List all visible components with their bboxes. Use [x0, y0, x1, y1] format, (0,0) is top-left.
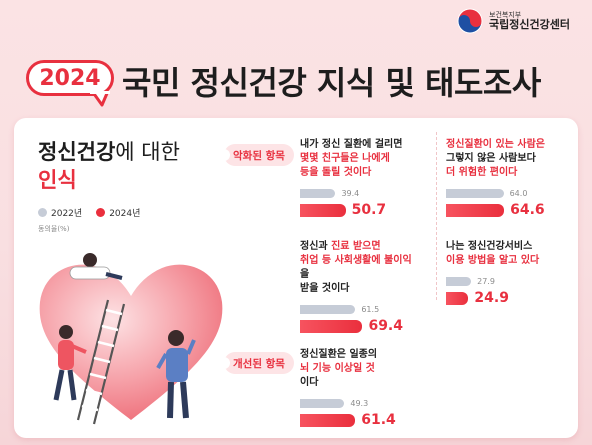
- bar-row-2022: 64.0: [446, 186, 545, 200]
- question-text: 받을 것이다: [300, 283, 350, 294]
- question-line: 내가 정신 질환에 걸리면: [300, 138, 402, 152]
- bar-2022: [300, 188, 336, 198]
- item-bars: 39.4 50.7: [300, 186, 402, 218]
- bar-row-2024: 50.7: [300, 202, 402, 218]
- category-better-tag: 개선된 항목: [218, 352, 294, 374]
- bar-2024: [300, 413, 356, 427]
- bar-row-2024: 24.9: [446, 290, 539, 306]
- question-text: 정신질환은 일종의: [300, 349, 378, 360]
- bar-row-2024: 61.4: [300, 412, 396, 428]
- chart-legend: 2022년 2024년: [38, 206, 140, 219]
- bar-row-2022: 49.3: [300, 396, 396, 410]
- item-bars: 64.0 64.6: [446, 186, 545, 218]
- bar-row-2022: 39.4: [300, 186, 402, 200]
- legend-item-2024: 2024년: [96, 206, 140, 219]
- value-label-2024: 50.7: [351, 202, 387, 218]
- value-label-2024: 69.4: [368, 318, 403, 334]
- bar-2022: [446, 188, 504, 198]
- unit-label: 동의율(%): [38, 225, 70, 233]
- item-bars: 61.5 69.4: [300, 302, 412, 334]
- question-line: 정신과 진료 받으면: [300, 240, 412, 254]
- heart-people-illustration: [39, 253, 223, 425]
- question-highlight: 취업 등 사회생활에 불이익: [300, 255, 412, 266]
- question-highlight: 진료 받으면: [331, 241, 381, 252]
- question-line: 이다: [300, 376, 396, 390]
- org-name: 국립정신건강센터: [489, 17, 570, 31]
- question-text: 그렇지 않은 사람보다: [446, 153, 536, 164]
- question-line: 취업 등 사회생활에 불이익: [300, 254, 412, 268]
- item-question: 정신과 진료 받으면 취업 등 사회생활에 불이익 을 받을 것이다: [300, 240, 412, 296]
- question-text: 이다: [300, 377, 319, 388]
- speech-tail-icon: [90, 91, 110, 107]
- value-label-2022: 61.5: [361, 304, 380, 314]
- bar-2022: [300, 398, 345, 408]
- question-line: 을: [300, 268, 412, 282]
- bar-row-2024: 64.6: [446, 202, 545, 218]
- legend-item-2022: 2022년: [38, 206, 82, 219]
- question-line: 뇌 기능 이상일 것: [300, 362, 396, 376]
- bar-2024: [446, 291, 469, 305]
- legend-label-2022: 2022년: [51, 209, 83, 219]
- bar-2022: [446, 276, 472, 286]
- bar-row-2022: 61.5: [300, 302, 412, 316]
- item-bars: 27.9 24.9: [446, 274, 539, 306]
- year-badge: 2024: [26, 60, 114, 96]
- bar-2024: [300, 203, 346, 217]
- question-line: 등을 돌릴 것이다: [300, 166, 402, 180]
- question-highlight: 이용 방법을 알고 있다: [446, 255, 540, 266]
- question-line: 더 위험한 편이다: [446, 166, 545, 180]
- value-label-2022: 64.0: [509, 188, 528, 198]
- value-label-2024: 61.4: [361, 412, 396, 428]
- question-text: 나는 정신건강서비스: [446, 241, 533, 252]
- item-bars: 49.3 61.4: [300, 396, 396, 428]
- bar-row-2022: 27.9: [446, 274, 539, 288]
- legend-dot-2022: [38, 208, 47, 217]
- question-line: 그렇지 않은 사람보다: [446, 152, 545, 166]
- question-line: 몇몇 친구들은 나에게: [300, 152, 402, 166]
- legend-label-2024: 2024년: [109, 209, 141, 219]
- question-line: 이용 방법을 알고 있다: [446, 254, 539, 268]
- question-highlight: 더 위험한 편이다: [446, 167, 518, 178]
- question-text: 을: [300, 269, 310, 280]
- taegeuk-logo-icon: [457, 8, 483, 34]
- bar-2024: [446, 203, 505, 217]
- bar-row-2024: 69.4: [300, 318, 412, 334]
- question-line: 받을 것이다: [300, 282, 412, 296]
- section-title-bold: 정신건강: [38, 140, 116, 164]
- section-title-thin: 에 대한: [115, 140, 180, 164]
- legend-dot-2024: [96, 208, 106, 217]
- value-label-2024: 64.6: [510, 202, 545, 218]
- value-label-2022: 39.4: [341, 188, 360, 198]
- value-label-2022: 49.3: [350, 398, 369, 408]
- question-highlight: 몇몇 친구들은 나에게: [300, 153, 390, 164]
- section-title-red: 인식: [38, 168, 77, 192]
- question-text: 정신과: [300, 241, 332, 252]
- bar-2022: [300, 304, 356, 314]
- question-line: 정신질환은 일종의: [300, 348, 396, 362]
- org-logo: 보건복지부 국립정신건강센터: [457, 8, 570, 34]
- category-worse-tag: 악화된 항목: [218, 144, 294, 166]
- question-line: 나는 정신건강서비스: [446, 240, 539, 254]
- page-title: 국민 정신건강 지식 및 태도조사: [122, 64, 541, 102]
- org-name-small: 보건복지부: [489, 10, 522, 19]
- question-highlight: 정신질환이 있는 사람은: [446, 139, 545, 150]
- chart-item-3: 정신과 진료 받으면 취업 등 사회생활에 불이익 을 받을 것이다 61.5 69.4: [300, 240, 412, 336]
- section-title: 정신건강에 대한 인식: [38, 138, 180, 194]
- bar-2024: [300, 319, 363, 333]
- question-text: 내가 정신 질환에 걸리면: [300, 139, 403, 150]
- column-divider: [436, 132, 437, 300]
- question-line: 정신질환이 있는 사람은: [446, 138, 545, 152]
- question-highlight: 등을 돌릴 것이다: [300, 167, 372, 178]
- question-highlight: 뇌 기능 이상일 것: [300, 363, 375, 374]
- value-label-2022: 27.9: [477, 276, 495, 286]
- value-label-2024: 24.9: [474, 290, 509, 306]
